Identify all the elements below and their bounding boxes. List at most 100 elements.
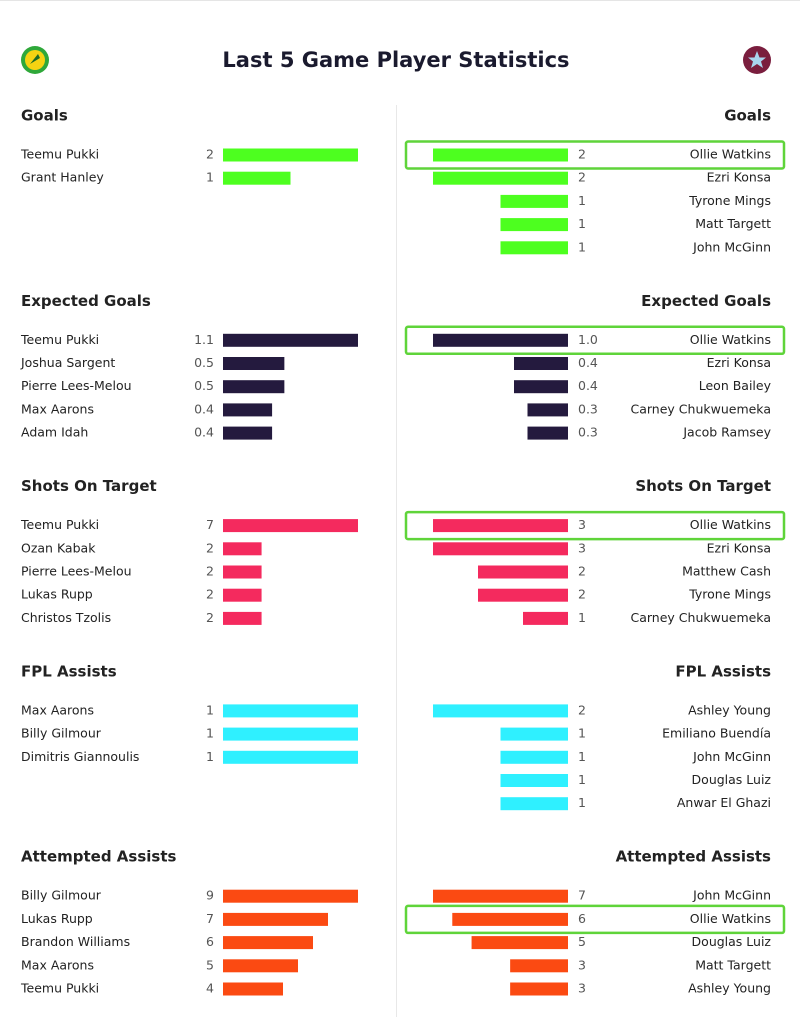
player-name: Ozan Kabak (21, 540, 96, 555)
stat-value: 6 (206, 934, 214, 949)
stat-bar (223, 727, 358, 741)
player-name: Billy Gilmour (21, 888, 102, 903)
stat-value: 4 (206, 981, 214, 996)
stat-bar (500, 797, 568, 811)
stat-bar (223, 519, 358, 533)
stat-bar (433, 171, 568, 185)
section-title: Expected Goals (21, 292, 151, 310)
stat-value: 7 (206, 911, 214, 926)
player-name: Joshua Sargent (20, 355, 115, 370)
player-name: Matt Targett (695, 957, 771, 972)
stat-bar (500, 194, 568, 208)
stat-bar (223, 959, 298, 973)
stat-value: 1 (578, 795, 586, 810)
player-name: Dimitris Giannoulis (21, 749, 139, 764)
stat-bar (433, 519, 568, 533)
player-name: Ollie Watkins (690, 911, 771, 926)
highlight-box (404, 904, 786, 935)
stat-bar (433, 333, 568, 347)
player-name: Jacob Ramsey (682, 425, 771, 440)
section-title: Attempted Assists (616, 848, 771, 866)
stat-bar (223, 750, 358, 764)
player-name: Christos Tzolis (21, 610, 111, 625)
home-badge (21, 46, 49, 74)
stat-bar (223, 171, 291, 185)
player-name: Pierre Lees-Melou (21, 564, 132, 579)
stat-value: 1 (578, 610, 586, 625)
player-name: Matthew Cash (682, 564, 771, 579)
stat-value: 1 (206, 702, 214, 717)
stat-bar (223, 982, 283, 996)
player-name: Adam Idah (21, 425, 88, 440)
stat-value: 1 (578, 216, 586, 231)
stat-value: 0.3 (578, 401, 598, 416)
highlight-box (404, 325, 786, 356)
stat-bar (223, 357, 285, 370)
stat-value: 0.5 (194, 355, 214, 370)
stat-bar (223, 565, 262, 579)
player-name: Ezri Konsa (707, 355, 771, 370)
player-name: Tyrone Mings (688, 193, 771, 208)
player-name: Lukas Rupp (21, 587, 93, 602)
stat-value: 0.4 (194, 401, 214, 416)
player-name: Grant Hanley (21, 170, 104, 185)
stat-bar (500, 218, 568, 232)
player-name: Teemu Pukki (20, 981, 99, 996)
section-title: Shots On Target (21, 477, 157, 495)
section-title: Goals (21, 107, 68, 125)
stat-value: 0.5 (194, 378, 214, 393)
section-title: FPL Assists (675, 662, 771, 680)
stat-bar (223, 611, 262, 625)
player-name: Ollie Watkins (690, 147, 771, 162)
stat-bar (433, 704, 568, 718)
stat-value: 1.0 (578, 332, 598, 347)
stat-bar (527, 426, 568, 440)
stat-bar (433, 148, 568, 162)
player-name: Ashley Young (688, 981, 771, 996)
stat-bar (452, 912, 568, 926)
stat-value: 2 (206, 564, 214, 579)
player-name: Carney Chukwuemeka (631, 401, 772, 416)
stat-value: 2 (578, 702, 586, 717)
player-name: Max Aarons (21, 401, 94, 416)
stat-bar (500, 750, 568, 764)
player-name: Leon Bailey (699, 378, 772, 393)
player-name: Douglas Luiz (692, 934, 772, 949)
stat-value: 0.4 (578, 378, 598, 393)
stat-bar (510, 982, 568, 996)
section-title: Goals (724, 107, 771, 125)
stat-value: 2 (578, 170, 586, 185)
player-name: Douglas Luiz (692, 772, 772, 787)
stat-bar (223, 380, 285, 394)
stat-bar (523, 611, 568, 625)
highlight-box (404, 510, 786, 541)
stat-value: 3 (578, 957, 586, 972)
highlight-box (404, 140, 786, 170)
stat-value: 2 (578, 147, 586, 162)
stat-bar (478, 565, 568, 579)
stat-bar (471, 936, 568, 950)
section-title: Shots On Target (635, 477, 771, 495)
stat-bar (433, 889, 568, 903)
player-name: Carney Chukwuemeka (631, 610, 772, 625)
stat-bar (223, 889, 358, 903)
stat-value: 0.4 (194, 425, 214, 440)
stat-value: 2 (206, 610, 214, 625)
stat-bar (527, 403, 568, 417)
stat-value: 0.3 (578, 425, 598, 440)
stat-bar (223, 542, 262, 556)
stat-bar (223, 148, 358, 162)
player-name: Teemu Pukki (20, 517, 99, 532)
stat-bar (223, 426, 273, 440)
player-name: Ollie Watkins (690, 332, 771, 347)
player-name: Tyrone Mings (688, 587, 771, 602)
stat-value: 5 (578, 934, 586, 949)
stat-value: 5 (206, 957, 214, 972)
player-name: John McGinn (692, 239, 771, 254)
stat-bar (514, 357, 568, 370)
stat-value: 3 (578, 517, 586, 532)
away-badge (743, 46, 771, 74)
player-name: Ezri Konsa (707, 540, 771, 555)
stat-value: 7 (206, 517, 214, 532)
